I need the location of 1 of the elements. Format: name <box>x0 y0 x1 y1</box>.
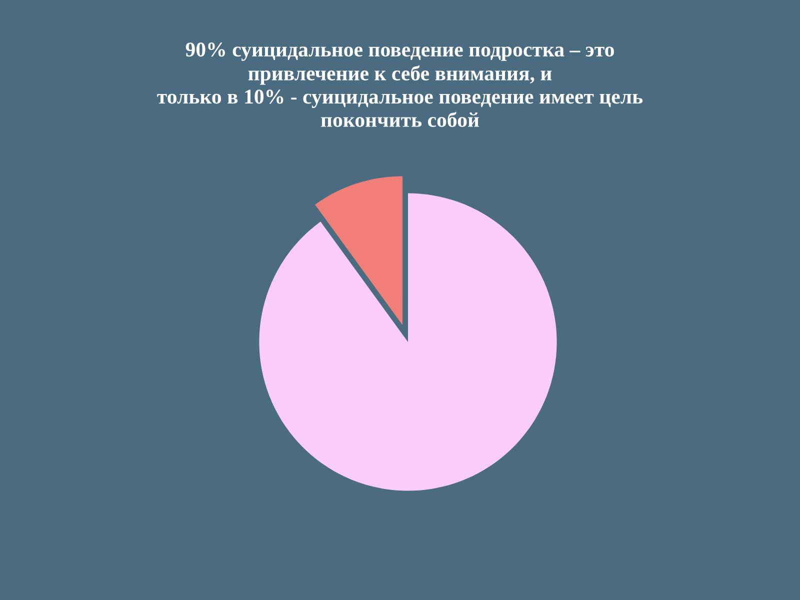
chart-title: 90% суицидальное поведение подростка – это привлечение к себе внимания, и только в 10% - суицидальное поведение имеет цель покончить собой <box>157 42 643 128</box>
